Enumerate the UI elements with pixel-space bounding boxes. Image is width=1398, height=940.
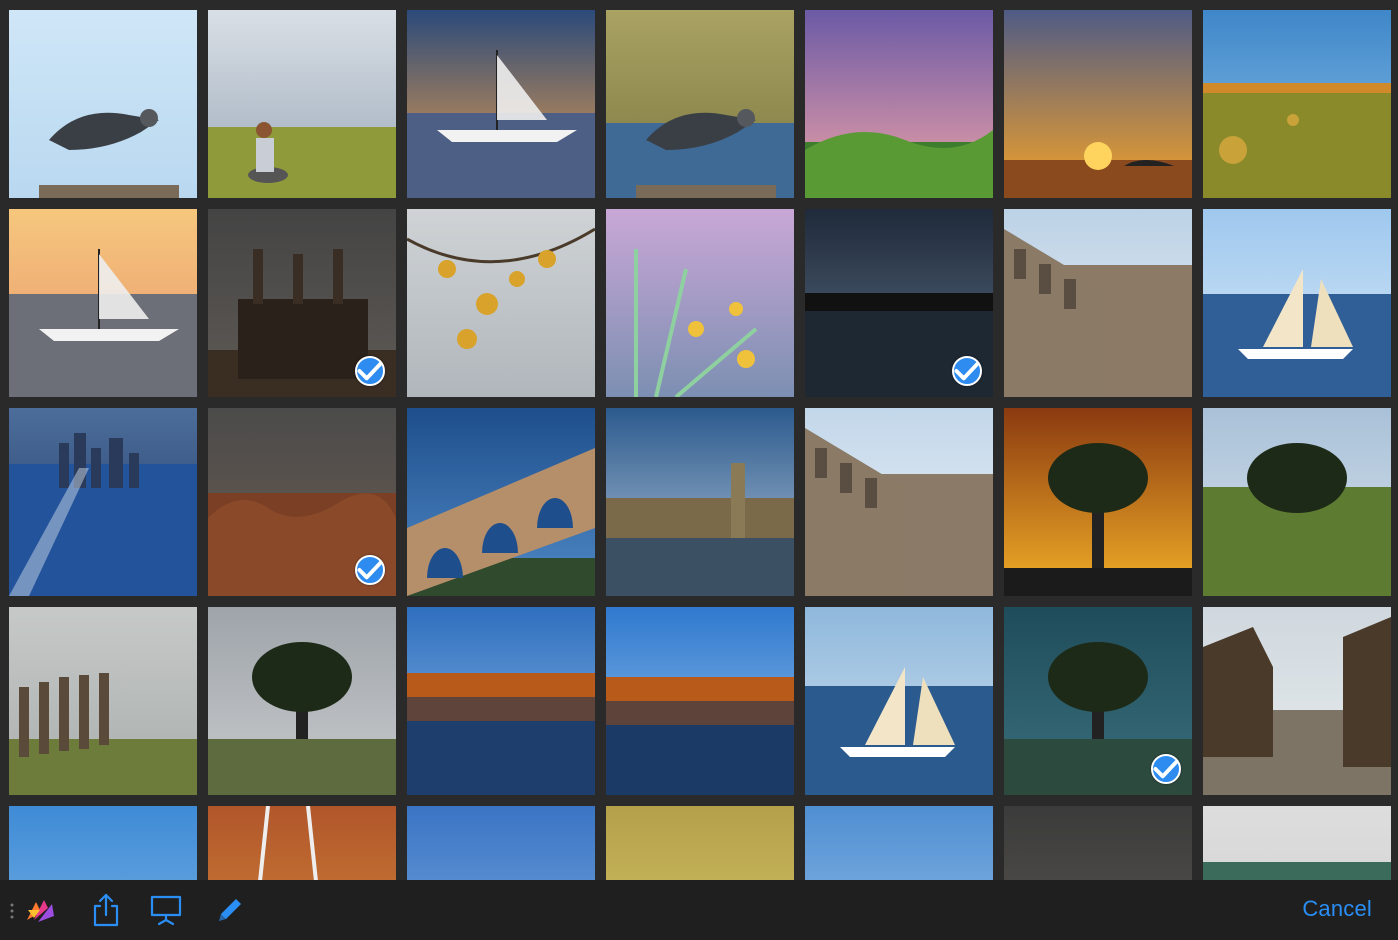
cancel-button[interactable]: Cancel bbox=[1302, 896, 1372, 921]
photo-thumbnail-red-rock-canyon[interactable] bbox=[208, 408, 396, 596]
photo-thumbnail-lone-tree-pylon[interactable] bbox=[208, 607, 396, 795]
bottom-toolbar: Cancel bbox=[0, 880, 1398, 940]
grip-icon bbox=[10, 903, 14, 919]
photo-image bbox=[1004, 408, 1192, 596]
photo-image bbox=[208, 806, 396, 880]
photo-thumbnail-lake-autumn-person[interactable] bbox=[606, 806, 794, 880]
photo-thumbnail-autumn-lake-1[interactable] bbox=[407, 607, 595, 795]
photo-thumbnail-autumn-lake-2[interactable] bbox=[606, 607, 794, 795]
photo-thumbnail-cormorant-on-stake[interactable] bbox=[606, 10, 794, 198]
photo-thumbnail-graffiti-wall[interactable] bbox=[1203, 806, 1391, 880]
edit-pencil-icon[interactable] bbox=[212, 892, 248, 928]
photo-image bbox=[606, 607, 794, 795]
photo-thumbnail-aqueduct-square[interactable] bbox=[805, 408, 993, 596]
photo-image bbox=[1004, 209, 1192, 397]
photo-image bbox=[1004, 10, 1192, 198]
photo-thumbnail-blue-sky-1[interactable] bbox=[9, 806, 197, 880]
photo-thumbnail-woman-in-meadow[interactable] bbox=[208, 10, 396, 198]
photo-image bbox=[606, 10, 794, 198]
photo-image bbox=[1203, 10, 1391, 198]
photo-image bbox=[1203, 408, 1391, 596]
photo-thumbnail-dusk-reflection[interactable] bbox=[805, 209, 993, 397]
photo-image bbox=[407, 408, 595, 596]
photo-thumbnail-sailboat-dawn[interactable] bbox=[9, 209, 197, 397]
photo-thumbnail-birch-autumn[interactable] bbox=[208, 806, 396, 880]
photo-image bbox=[208, 607, 396, 795]
photo-thumbnail-aqueduct-city[interactable] bbox=[1004, 209, 1192, 397]
photo-thumbnail-pink-sunrise-hills[interactable] bbox=[805, 10, 993, 198]
photo-image bbox=[606, 209, 794, 397]
photo-image bbox=[606, 408, 794, 596]
photo-grid bbox=[9, 10, 1391, 880]
photo-thumbnail-power-station[interactable] bbox=[208, 209, 396, 397]
photo-image bbox=[805, 607, 993, 795]
photo-thumbnail-westminster[interactable] bbox=[606, 408, 794, 596]
photo-image bbox=[9, 209, 197, 397]
photo-image bbox=[1203, 209, 1391, 397]
photo-image bbox=[208, 10, 396, 198]
app-logo-icon[interactable] bbox=[22, 892, 58, 928]
photo-image bbox=[407, 10, 595, 198]
photo-thumbnail-stone-arch-bridge[interactable] bbox=[407, 408, 595, 596]
photo-thumbnail-two-sails[interactable] bbox=[805, 607, 993, 795]
photo-image bbox=[1203, 806, 1391, 880]
photo-thumbnail-fence-in-fog[interactable] bbox=[9, 607, 197, 795]
share-icon[interactable] bbox=[88, 892, 124, 928]
photo-thumbnail-asian-village[interactable] bbox=[1203, 607, 1391, 795]
photo-image bbox=[805, 408, 993, 596]
photo-image bbox=[1203, 607, 1391, 795]
photo-image bbox=[407, 607, 595, 795]
selected-checkmark-icon bbox=[355, 555, 385, 585]
photo-thumbnail-city-night-skyline[interactable] bbox=[1004, 806, 1192, 880]
photo-thumbnail-tree-fire-sky[interactable] bbox=[1004, 408, 1192, 596]
photo-thumbnail-blue-mountains[interactable] bbox=[407, 806, 595, 880]
photo-image bbox=[9, 607, 197, 795]
photo-image bbox=[9, 10, 197, 198]
photo-thumbnail-hay-bale-field[interactable] bbox=[1203, 10, 1391, 198]
photo-image bbox=[805, 10, 993, 198]
selected-checkmark-icon bbox=[952, 356, 982, 386]
photo-thumbnail-dead-tree-valley[interactable] bbox=[1004, 607, 1192, 795]
photo-image bbox=[606, 806, 794, 880]
selected-checkmark-icon bbox=[1151, 754, 1181, 784]
photo-thumbnail-outrigger-boats-sunset[interactable] bbox=[407, 10, 595, 198]
photo-image bbox=[9, 806, 197, 880]
photo-image bbox=[805, 806, 993, 880]
selected-checkmark-icon bbox=[355, 356, 385, 386]
photo-thumbnail-autumn-branches[interactable] bbox=[407, 209, 595, 397]
slideshow-icon[interactable] bbox=[148, 892, 184, 928]
photo-thumbnail-orange-sea-sunset[interactable] bbox=[1004, 10, 1192, 198]
photo-image bbox=[1004, 806, 1192, 880]
photo-thumbnail-blue-sky-2[interactable] bbox=[805, 806, 993, 880]
photo-image bbox=[9, 408, 197, 596]
photo-image bbox=[208, 209, 396, 397]
photo-thumbnail-flower-macro[interactable] bbox=[606, 209, 794, 397]
photo-thumbnail-sailing-boat-blue[interactable] bbox=[1203, 209, 1391, 397]
photo-thumbnail-old-tree-meadow[interactable] bbox=[1203, 408, 1391, 596]
photo-thumbnail-city-river-night[interactable] bbox=[9, 408, 197, 596]
photo-image bbox=[407, 209, 595, 397]
photo-thumbnail-hawk-on-post[interactable] bbox=[9, 10, 197, 198]
photo-image bbox=[407, 806, 595, 880]
